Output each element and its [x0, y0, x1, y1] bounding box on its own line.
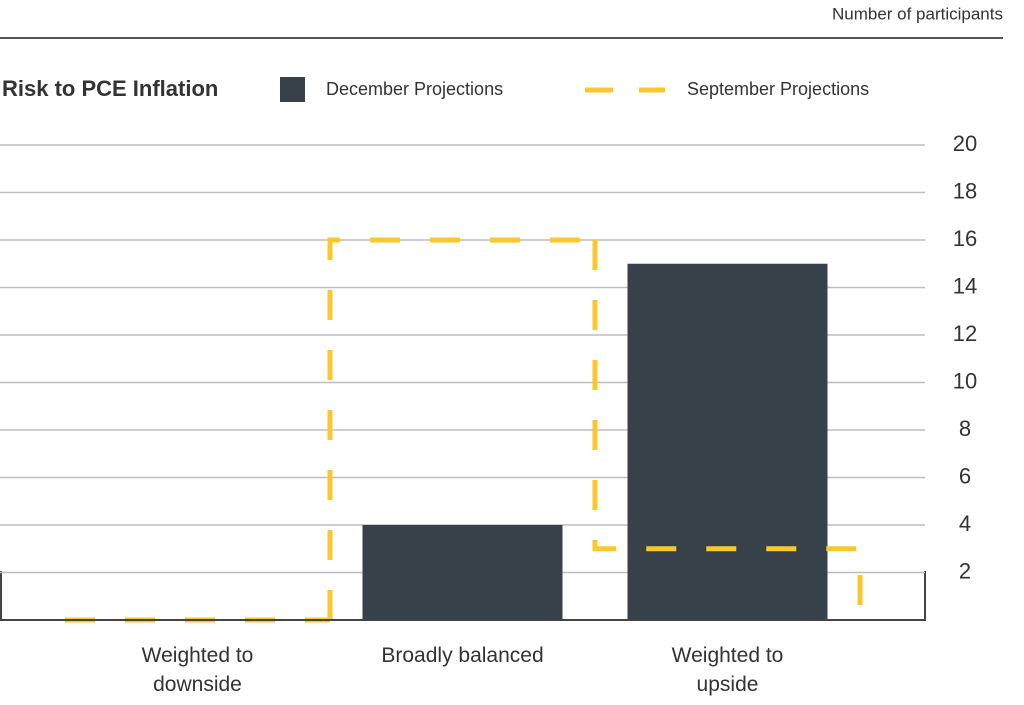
y-tick-label: 10 [953, 368, 977, 393]
y-tick-label: 14 [953, 273, 977, 298]
bar [627, 263, 828, 620]
step-outline [592, 240, 863, 620]
y-tick-label: 20 [953, 131, 977, 156]
y-tick-label: 2 [959, 558, 971, 583]
y-axis-label: Number of participants [832, 4, 1003, 23]
step-outline [327, 237, 595, 620]
y-tick-label: 18 [953, 178, 977, 203]
legend-swatch [280, 77, 305, 102]
chart-title: Risk to PCE Inflation [2, 76, 218, 101]
x-tick-label: Weighted to upside [671, 644, 784, 696]
legend-label: December Projections [326, 79, 503, 99]
x-tick-label: Weighted to downside [141, 644, 254, 696]
legend-label: September Projections [687, 79, 869, 99]
y-tick-label: 6 [959, 463, 971, 488]
y-tick-label: 8 [959, 416, 971, 441]
y-tick-label: 12 [953, 321, 977, 346]
x-tick-label: Broadly balanced [381, 644, 544, 667]
y-tick-label: 16 [953, 226, 977, 251]
bar [362, 525, 563, 620]
y-tick-label: 4 [959, 511, 971, 536]
